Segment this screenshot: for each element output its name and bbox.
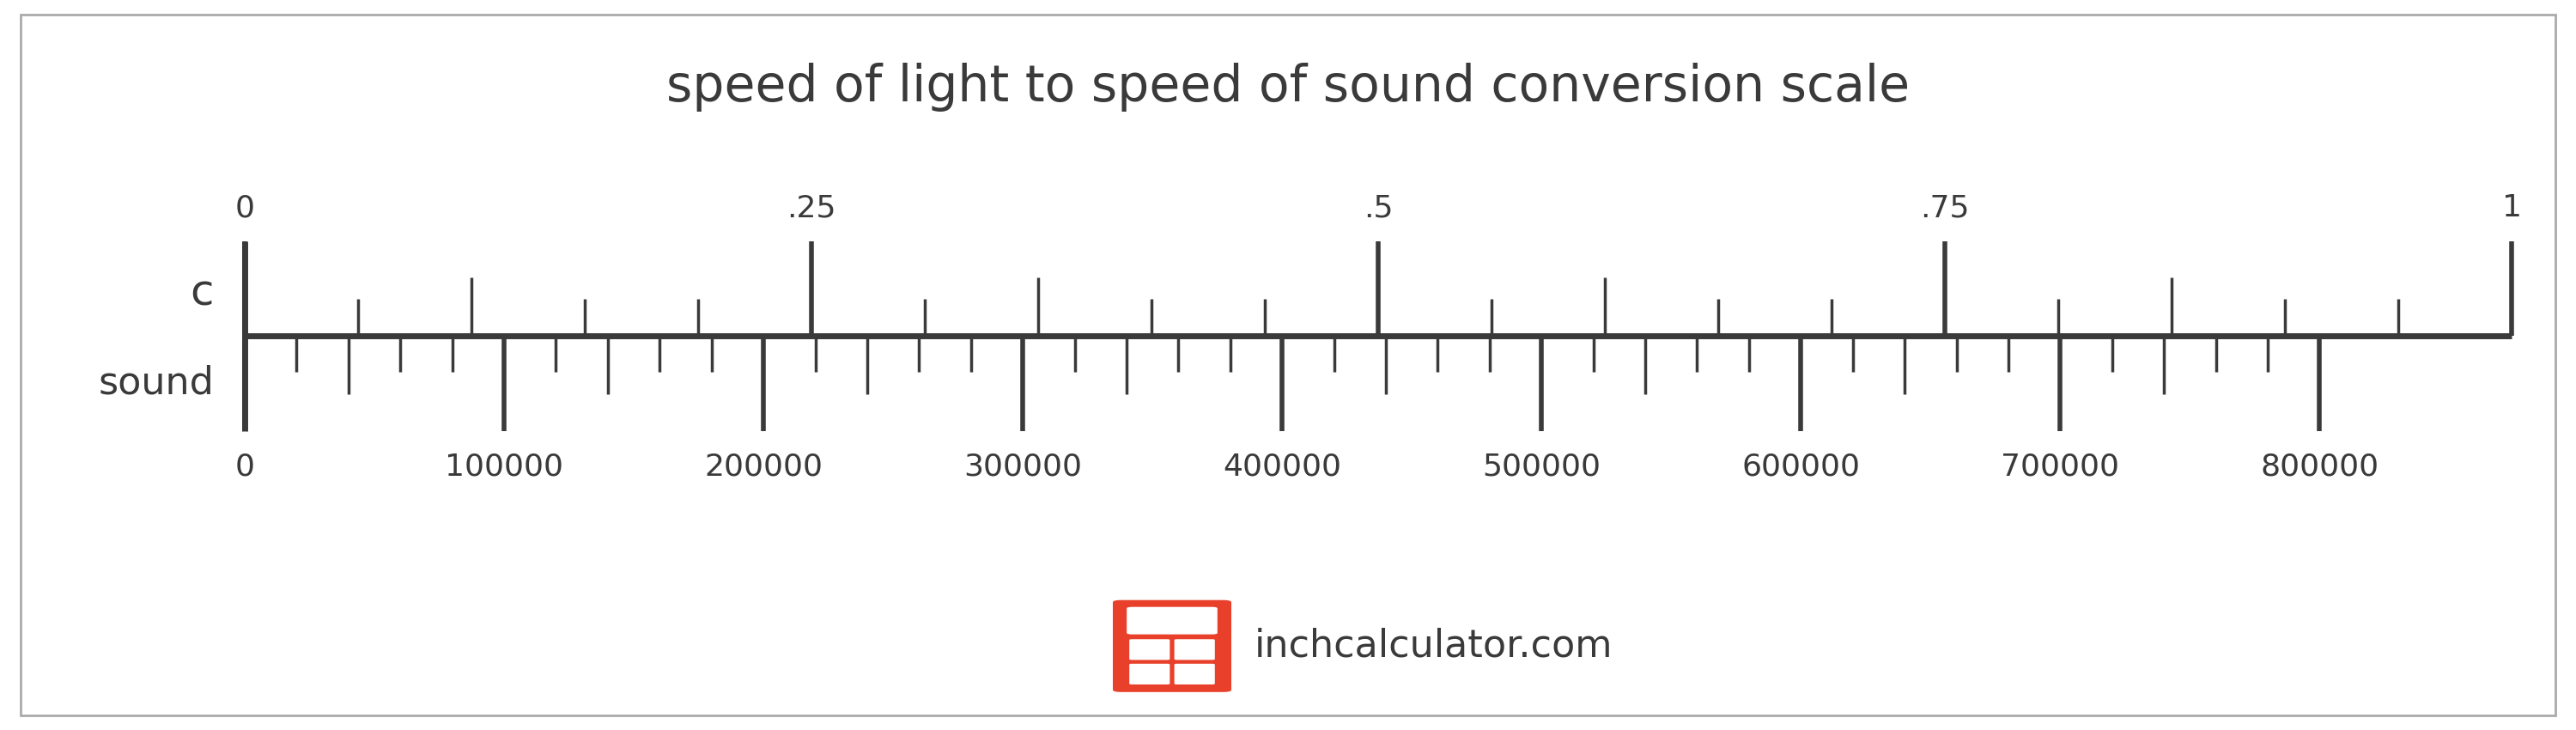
FancyBboxPatch shape [1175, 664, 1216, 685]
Text: speed of light to speed of sound conversion scale: speed of light to speed of sound convers… [667, 63, 1909, 112]
Text: .25: .25 [786, 193, 837, 223]
Text: .75: .75 [1919, 193, 1971, 223]
FancyBboxPatch shape [1113, 600, 1231, 692]
FancyBboxPatch shape [21, 15, 2555, 715]
FancyBboxPatch shape [1128, 639, 1170, 660]
Text: 800000: 800000 [2259, 453, 2378, 482]
Text: 1: 1 [2501, 193, 2522, 223]
Text: 0: 0 [234, 453, 255, 482]
Text: 500000: 500000 [1481, 453, 1600, 482]
Text: 700000: 700000 [2002, 453, 2120, 482]
Text: 400000: 400000 [1224, 453, 1342, 482]
Text: sound: sound [98, 365, 214, 402]
Text: 0: 0 [234, 193, 255, 223]
Text: 600000: 600000 [1741, 453, 1860, 482]
Text: 200000: 200000 [703, 453, 822, 482]
FancyBboxPatch shape [1126, 607, 1218, 634]
Text: inchcalculator.com: inchcalculator.com [1255, 628, 1613, 664]
Text: 100000: 100000 [446, 453, 564, 482]
Text: .5: .5 [1363, 193, 1394, 223]
FancyBboxPatch shape [1175, 639, 1216, 660]
Text: c: c [191, 272, 214, 314]
FancyBboxPatch shape [1128, 664, 1170, 685]
Text: 300000: 300000 [963, 453, 1082, 482]
